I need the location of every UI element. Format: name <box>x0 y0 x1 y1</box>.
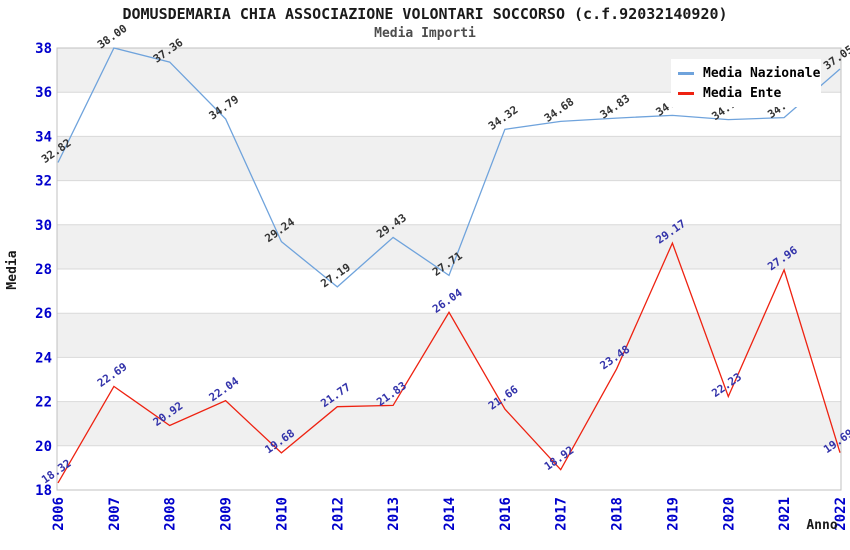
x-tick-label: 2014 <box>442 497 458 531</box>
value-label: 26.04 <box>430 286 465 316</box>
x-tick-label: 2021 <box>777 497 793 531</box>
plot-band <box>57 401 841 446</box>
y-tick-label: 32 <box>35 174 52 190</box>
x-tick-label: 2012 <box>330 497 346 531</box>
legend: Media Nazionale Media Ente <box>671 59 821 107</box>
y-axis-ticks: 18 20 22 24 26 28 30 32 34 36 38 <box>35 41 52 499</box>
x-tick-label: 2007 <box>107 497 123 531</box>
value-label: 38.00 <box>95 22 130 52</box>
legend-entry-media-nazionale: Media Nazionale <box>678 63 821 83</box>
y-tick-label: 18 <box>35 483 52 499</box>
value-label: 22.04 <box>207 374 242 404</box>
y-tick-label: 36 <box>35 85 52 101</box>
x-tick-label: 2017 <box>554 497 570 531</box>
plot-border <box>56 47 842 491</box>
plot-band <box>57 313 841 358</box>
plot-bands <box>57 48 841 446</box>
x-tick-label: 2008 <box>163 497 179 531</box>
plot-band <box>57 136 841 181</box>
x-tick-label: 2009 <box>219 497 235 531</box>
chart-subtitle: Media Importi <box>374 26 476 41</box>
x-tick-label: 2022 <box>833 497 849 531</box>
x-tick-label: 2016 <box>498 497 514 531</box>
value-label: 18.32 <box>39 457 74 487</box>
series-line-1 <box>57 241 841 484</box>
chart-title: DOMUSDEMARIA CHIA ASSOCIAZIONE VOLONTARI… <box>122 5 728 23</box>
y-tick-label: 24 <box>35 350 52 366</box>
legend-entry-media-ente: Media Ente <box>678 83 821 103</box>
x-tick-label: 2010 <box>274 497 290 531</box>
y-tick-label: 20 <box>35 439 52 455</box>
legend-swatch-media-ente-icon <box>678 91 694 95</box>
y-tick-label: 34 <box>35 129 52 145</box>
value-label: 22.69 <box>95 360 130 390</box>
x-tick-label: 2018 <box>610 497 626 531</box>
x-axis-ticks: 2006 2007 2008 2009 2010 2012 2013 2014 2016 2017… <box>51 497 849 531</box>
x-tick-label: 2020 <box>721 497 737 531</box>
value-label: 22.23 <box>709 370 744 400</box>
legend-swatch-media-nazionale-icon <box>678 71 694 75</box>
y-tick-label: 22 <box>35 395 52 411</box>
y-tick-label: 28 <box>35 262 52 278</box>
plot-band <box>57 224 841 269</box>
x-tick-label: 2013 <box>386 497 402 531</box>
x-tick-label: 2019 <box>665 497 681 531</box>
series-lines <box>57 47 841 484</box>
legend-label-media-nazionale: Media Nazionale <box>703 65 821 81</box>
series-line-0 <box>57 47 841 288</box>
y-tick-label: 26 <box>35 306 52 322</box>
legend-label-media-ente: Media Ente <box>703 85 782 101</box>
y-axis-title: Media <box>5 250 20 289</box>
x-axis-title: Anno <box>806 518 837 533</box>
plot-border-rect <box>56 47 842 491</box>
x-tick-label: 2006 <box>51 497 67 531</box>
y-tick-label: 38 <box>35 41 52 57</box>
y-tick-label: 30 <box>35 218 52 234</box>
